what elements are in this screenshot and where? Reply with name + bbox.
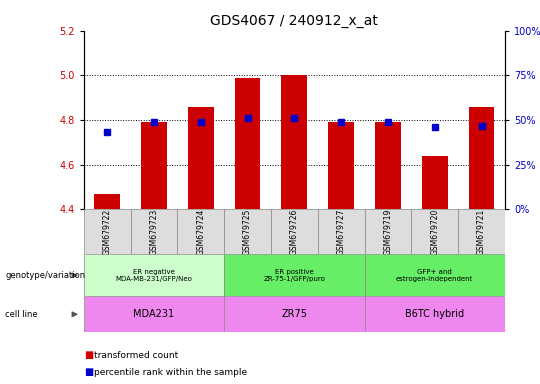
Text: GSM679724: GSM679724 bbox=[196, 209, 205, 255]
Text: GSM679725: GSM679725 bbox=[243, 209, 252, 255]
Text: ER positive
ZR-75-1/GFP/puro: ER positive ZR-75-1/GFP/puro bbox=[264, 269, 325, 282]
Text: cell line: cell line bbox=[5, 310, 38, 319]
Text: ZR75: ZR75 bbox=[281, 309, 307, 319]
Title: GDS4067 / 240912_x_at: GDS4067 / 240912_x_at bbox=[211, 14, 378, 28]
Bar bbox=[84, 254, 224, 296]
Bar bbox=[375, 122, 401, 209]
Bar bbox=[84, 296, 224, 332]
Bar bbox=[271, 209, 318, 254]
Bar bbox=[235, 78, 260, 209]
Bar bbox=[141, 122, 167, 209]
Bar bbox=[458, 209, 505, 254]
Text: transformed count: transformed count bbox=[94, 351, 179, 360]
Text: GSM679720: GSM679720 bbox=[430, 209, 439, 255]
Bar bbox=[411, 209, 458, 254]
Bar bbox=[328, 122, 354, 209]
Text: GSM679726: GSM679726 bbox=[290, 209, 299, 255]
Text: GFP+ and
estrogen-independent: GFP+ and estrogen-independent bbox=[396, 269, 474, 282]
Bar bbox=[364, 209, 411, 254]
Text: GSM679727: GSM679727 bbox=[336, 209, 346, 255]
Bar bbox=[177, 209, 224, 254]
Text: GSM679719: GSM679719 bbox=[383, 209, 393, 255]
Bar bbox=[84, 209, 131, 254]
Text: ■: ■ bbox=[84, 350, 93, 360]
Bar bbox=[224, 296, 364, 332]
Bar bbox=[422, 156, 448, 209]
Bar bbox=[364, 296, 505, 332]
Text: MDA231: MDA231 bbox=[133, 309, 174, 319]
Text: ■: ■ bbox=[84, 367, 93, 377]
Text: percentile rank within the sample: percentile rank within the sample bbox=[94, 368, 248, 377]
Text: GSM679723: GSM679723 bbox=[150, 209, 158, 255]
Text: ER negative
MDA-MB-231/GFP/Neo: ER negative MDA-MB-231/GFP/Neo bbox=[116, 269, 192, 282]
Bar bbox=[224, 254, 364, 296]
Text: B6TC hybrid: B6TC hybrid bbox=[405, 309, 464, 319]
Bar bbox=[318, 209, 364, 254]
Bar bbox=[224, 209, 271, 254]
Bar bbox=[469, 107, 495, 209]
Text: GSM679721: GSM679721 bbox=[477, 209, 486, 255]
Bar bbox=[281, 75, 307, 209]
Text: GSM679722: GSM679722 bbox=[103, 209, 112, 255]
Bar bbox=[188, 107, 214, 209]
Bar bbox=[131, 209, 177, 254]
Bar bbox=[94, 194, 120, 209]
Text: genotype/variation: genotype/variation bbox=[5, 271, 85, 280]
Bar bbox=[364, 254, 505, 296]
